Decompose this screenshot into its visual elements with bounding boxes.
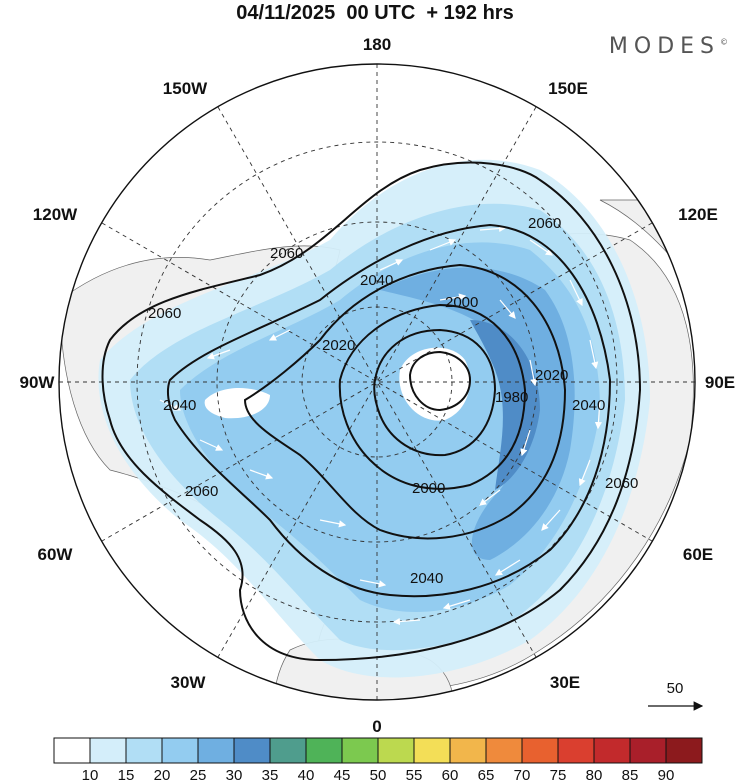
contour-label: 2020 <box>322 337 355 354</box>
colorbar-label: 15 <box>118 767 135 782</box>
lon-label-120w: 120W <box>33 205 78 224</box>
colorbar-label: 25 <box>190 767 207 782</box>
contour-label: 2020 <box>535 367 568 384</box>
modes-logo: MODES© <box>609 34 728 59</box>
colorbar-label: 70 <box>514 767 531 782</box>
map-title: 04/11/2025 00 UTC + 192 hrs <box>236 2 514 24</box>
lon-label-150e: 150E <box>548 79 588 98</box>
lon-label-120e: 120E <box>678 205 718 224</box>
colorbar-label: 35 <box>262 767 279 782</box>
brand-name: MODES <box>608 34 720 59</box>
height-contours <box>101 161 642 662</box>
lon-label-180: 180 <box>363 35 391 54</box>
contour-1980 <box>373 328 497 457</box>
colorbar-swatch <box>125 737 163 764</box>
contour-label: 2060 <box>148 305 181 322</box>
colorbar-swatch <box>269 737 307 764</box>
colorbar-label: 85 <box>622 767 639 782</box>
colorbar-label: 10 <box>82 767 99 782</box>
lon-label-60e: 60E <box>683 545 713 564</box>
map-border <box>58 63 696 701</box>
colorbar-label: 60 <box>442 767 459 782</box>
contour-label: 2040 <box>163 397 196 414</box>
contour-label: 2040 <box>572 397 605 414</box>
colorbar-label: 30 <box>226 767 243 782</box>
colorbar-swatch <box>557 737 595 764</box>
colorbar-swatch <box>197 737 235 764</box>
contour-2040 <box>166 223 612 598</box>
contour-2060 <box>101 161 642 662</box>
contour-label: 2060 <box>185 483 218 500</box>
colorbar-swatch <box>161 737 199 764</box>
contour-2020 <box>243 263 567 540</box>
contour-label-group: 2060 2060 2060 2060 2060 2040 2040 2040 … <box>148 215 638 587</box>
colorbar-swatch <box>629 737 667 764</box>
map-content: 2060 2060 2060 2060 2060 2040 2040 2040 … <box>59 64 695 700</box>
colorbar-swatch <box>53 737 91 764</box>
colorbar-label: 65 <box>478 767 495 782</box>
lon-label-150w: 150W <box>163 79 208 98</box>
colorbar-swatch <box>449 737 487 764</box>
contour-2000 <box>338 303 527 490</box>
lon-label-90w: 90W <box>20 373 56 392</box>
colorbar-swatch <box>305 737 343 764</box>
colorbar-label: 45 <box>334 767 351 782</box>
shade-white-core <box>399 347 470 421</box>
wind-vectors <box>159 224 603 626</box>
colorbar-swatch <box>665 737 703 764</box>
contour-1960 <box>408 350 472 412</box>
colorbar-label: 50 <box>370 767 387 782</box>
colorbar-label: 75 <box>550 767 567 782</box>
colorbar-swatch <box>485 737 523 764</box>
colorbar-swatch <box>521 737 559 764</box>
colorbar-label: 80 <box>586 767 603 782</box>
lon-label-30e: 30E <box>550 673 580 692</box>
colorbar-swatch <box>413 737 451 764</box>
colorbar-swatch <box>233 737 271 764</box>
colorbar-label: 40 <box>298 767 315 782</box>
colorbar: 10 15 20 25 30 35 40 45 50 55 60 65 70 75 80 85 90 <box>53 737 703 782</box>
colorbar-swatch <box>89 737 127 764</box>
colorbar-label: 90 <box>658 767 675 782</box>
contour-label: 2060 <box>270 245 303 262</box>
colorbar-swatch <box>593 737 631 764</box>
contour-label: 2040 <box>410 570 443 587</box>
colorbar-label: 20 <box>154 767 171 782</box>
colorbar-label: 55 <box>406 767 423 782</box>
lon-label-0: 0 <box>372 717 381 736</box>
lon-label-90e: 90E <box>705 373 735 392</box>
contour-label: 2060 <box>528 215 561 232</box>
contour-label: 2040 <box>360 272 393 289</box>
shade-30 <box>380 267 575 560</box>
contour-label: 2060 <box>605 475 638 492</box>
lon-label-30w: 30W <box>171 673 207 692</box>
vector-legend: 50 <box>648 680 704 711</box>
contour-label: 1980 <box>495 389 528 406</box>
colorbar-swatch <box>377 737 415 764</box>
vector-legend-value: 50 <box>667 680 684 697</box>
lon-label-60w: 60W <box>38 545 74 564</box>
contour-label: 2000 <box>412 480 445 497</box>
wind-speed-shading <box>98 159 650 678</box>
colorbar-swatch <box>341 737 379 764</box>
copyright-mark: © <box>720 37 728 47</box>
contour-label: 2000 <box>445 294 478 311</box>
